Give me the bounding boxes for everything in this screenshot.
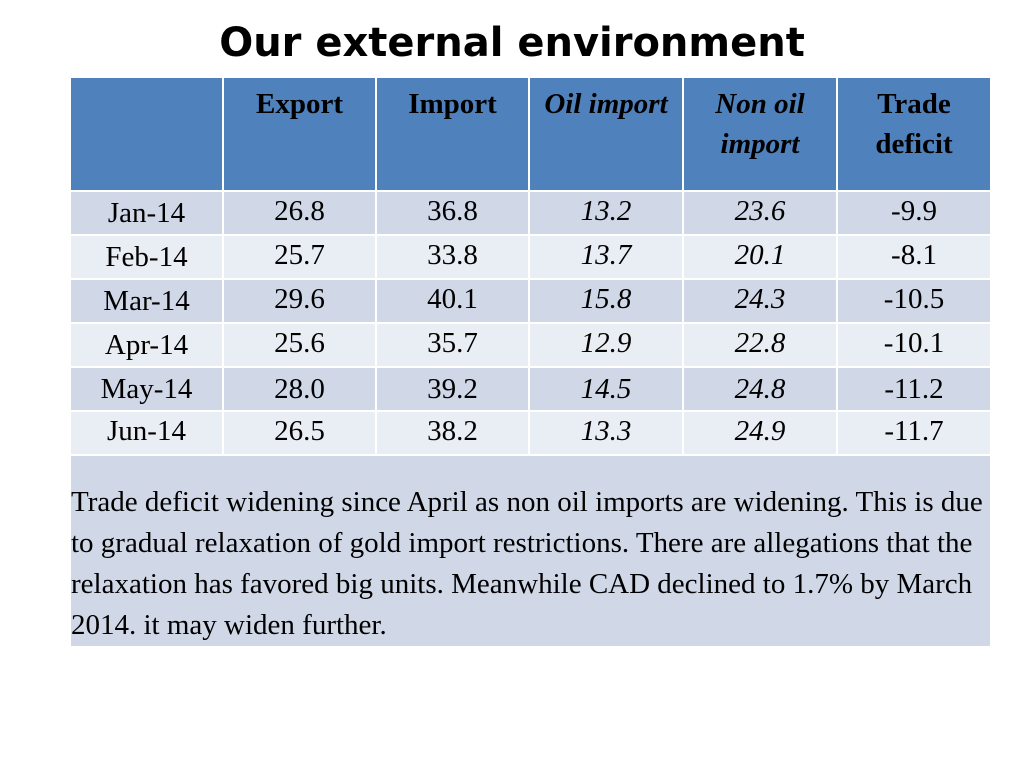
- cell-month: May-14: [69, 366, 224, 412]
- cell-trade-deficit: -11.2: [836, 366, 992, 412]
- header-export: Export: [222, 76, 377, 192]
- table-row: Jun-14 26.5 38.2 13.3 24.9 -11.7: [69, 410, 992, 456]
- cell-import: 36.8: [375, 190, 530, 236]
- cell-export: 25.6: [222, 322, 377, 368]
- cell-oil-import: 13.2: [528, 190, 684, 236]
- cell-month: Jun-14: [69, 410, 224, 456]
- table-row: Feb-14 25.7 33.8 13.7 20.1 -8.1: [69, 234, 992, 280]
- cell-export: 28.0: [222, 366, 377, 412]
- cell-non-oil-import: 23.6: [682, 190, 838, 236]
- header-trade-deficit: Trade deficit: [836, 76, 992, 192]
- cell-month: Jan-14: [69, 190, 224, 236]
- table-row: Mar-14 29.6 40.1 15.8 24.3 -10.5: [69, 278, 992, 324]
- cell-non-oil-import: 20.1: [682, 234, 838, 280]
- cell-non-oil-import: 22.8: [682, 322, 838, 368]
- cell-non-oil-import: 24.9: [682, 410, 838, 456]
- cell-oil-import: 13.3: [528, 410, 684, 456]
- table-row: Jan-14 26.8 36.8 13.2 23.6 -9.9: [69, 190, 992, 236]
- table-note-row: Trade deficit widening since April as no…: [69, 454, 992, 648]
- cell-month: Mar-14: [69, 278, 224, 324]
- cell-trade-deficit: -10.1: [836, 322, 992, 368]
- cell-trade-deficit: -10.5: [836, 278, 992, 324]
- cell-trade-deficit: -8.1: [836, 234, 992, 280]
- table-row: May-14 28.0 39.2 14.5 24.8 -11.2: [69, 366, 992, 412]
- header-month: [69, 76, 224, 192]
- cell-import: 38.2: [375, 410, 530, 456]
- trade-table: Export Import Oil import Non oil import …: [69, 76, 992, 648]
- cell-oil-import: 13.7: [528, 234, 684, 280]
- cell-month: Feb-14: [69, 234, 224, 280]
- cell-trade-deficit: -9.9: [836, 190, 992, 236]
- header-import: Import: [375, 76, 530, 192]
- cell-export: 25.7: [222, 234, 377, 280]
- header-non-oil-import: Non oil import: [682, 76, 838, 192]
- table-header-row: Export Import Oil import Non oil import …: [69, 76, 992, 192]
- table-row: Apr-14 25.6 35.7 12.9 22.8 -10.1: [69, 322, 992, 368]
- table-note: Trade deficit widening since April as no…: [69, 454, 992, 648]
- cell-import: 33.8: [375, 234, 530, 280]
- header-oil-import: Oil import: [528, 76, 684, 192]
- cell-non-oil-import: 24.3: [682, 278, 838, 324]
- cell-import: 40.1: [375, 278, 530, 324]
- cell-export: 29.6: [222, 278, 377, 324]
- cell-oil-import: 12.9: [528, 322, 684, 368]
- cell-import: 35.7: [375, 322, 530, 368]
- cell-month: Apr-14: [69, 322, 224, 368]
- cell-import: 39.2: [375, 366, 530, 412]
- cell-oil-import: 14.5: [528, 366, 684, 412]
- slide-title: Our external environment: [219, 20, 805, 66]
- cell-oil-import: 15.8: [528, 278, 684, 324]
- cell-non-oil-import: 24.8: [682, 366, 838, 412]
- cell-trade-deficit: -11.7: [836, 410, 992, 456]
- cell-export: 26.8: [222, 190, 377, 236]
- cell-export: 26.5: [222, 410, 377, 456]
